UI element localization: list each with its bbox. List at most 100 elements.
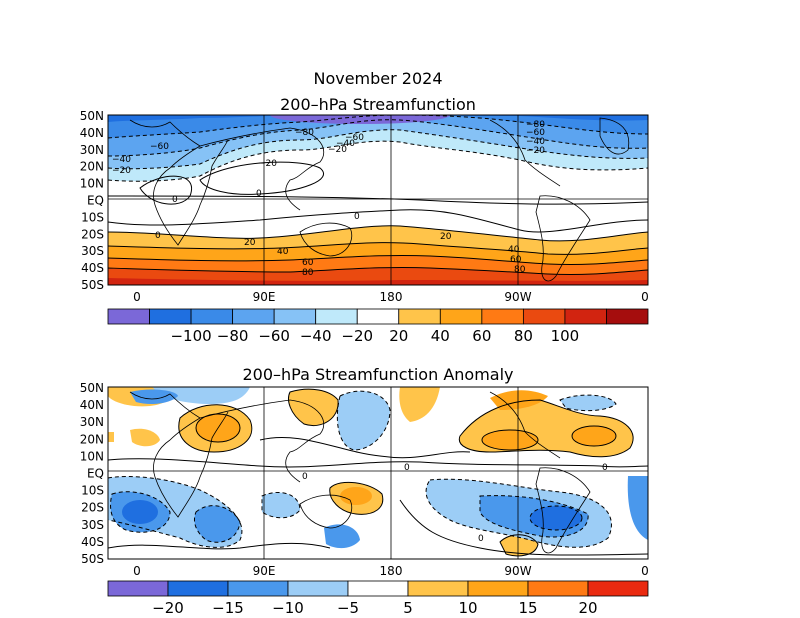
top-coast-north-america (489, 119, 561, 187)
bottom-colorbar-tick-label: −15 (212, 599, 244, 617)
top-lon-labels: 0 90E 180 90W 0 (133, 290, 649, 304)
top-contour-label: 80 (302, 268, 314, 278)
top-colorbar-labels: −100 −80 −60 −40 −20 20 40 60 80 100 (170, 327, 579, 345)
bottom-lon-label: 90W (504, 564, 531, 578)
top-contour-label: −80 (295, 128, 314, 138)
top-lat-label: 20S (81, 227, 104, 241)
top-lat-labels: 50N 40N 30N 20N 10N EQ 10S 20S 30S 40S 50S (80, 109, 104, 292)
bottom-colorbar-swatch (167, 580, 229, 597)
bottom-coast-europe-africa (129, 391, 229, 518)
bottom-colorbar-tick-label: −5 (337, 599, 359, 617)
top-lat-label: 30S (81, 244, 104, 258)
top-contour-label: −80 (526, 120, 545, 130)
anom-pos-south-pacific-core (340, 487, 372, 505)
bottom-lat-label: 20N (80, 432, 104, 446)
bottom-colorbar-tick-label: 10 (458, 599, 477, 617)
top-coast-australia (299, 222, 353, 257)
anom-pos-north-africa (130, 428, 160, 447)
top-band-neg-core (270, 115, 450, 124)
top-colorbar-swatch (398, 308, 441, 325)
bottom-colorbar-tick-label: 20 (578, 599, 597, 617)
top-contour-label: 40 (277, 247, 289, 257)
bottom-lat-label: 40S (81, 535, 104, 549)
top-colorbar-swatch (564, 308, 607, 325)
top-grid (108, 115, 648, 285)
bottom-lon-label: 0 (133, 564, 141, 578)
top-lat-label: 10N (80, 177, 104, 191)
anom-neg-south-pacific (324, 524, 360, 549)
top-panel-title: 200–hPa Streamfunction (280, 95, 476, 114)
top-band-pos100 (108, 278, 648, 285)
top-colorbar-tick-label: −40 (300, 327, 332, 345)
top-contour-label: −40 (112, 155, 131, 165)
bottom-colorbar-swatch (347, 580, 409, 597)
bottom-colorbar-tick-label: 15 (518, 599, 537, 617)
top-lon-label: 180 (380, 290, 403, 304)
top-colorbar-swatch (107, 308, 150, 325)
top-contour-label: 60 (510, 255, 522, 265)
top-fill-bands (108, 115, 648, 285)
top-lon-label: 0 (133, 290, 141, 304)
top-contour-label: −60 (526, 128, 545, 138)
bottom-colorbar-swatch (467, 580, 529, 597)
top-colorbar-tick-label: −60 (258, 327, 290, 345)
top-colorbar-swatch (149, 308, 192, 325)
figure-title: November 2024 (313, 69, 442, 88)
top-colorbar (107, 308, 649, 325)
top-lat-label: EQ (87, 194, 104, 208)
bottom-lat-label: 20S (81, 501, 104, 515)
top-lat-label: 40S (81, 261, 104, 275)
top-colorbar-tick-label: 20 (389, 327, 408, 345)
bottom-colorbar-swatch (107, 580, 169, 597)
anom-neg-west-europe (130, 389, 178, 404)
top-contour-label: 20 (440, 232, 452, 242)
anom-pos-atlantic-core (572, 426, 616, 446)
top-contour-label: 0 (155, 231, 161, 241)
bottom-coast-australia (299, 494, 353, 529)
top-contour-labels: −60 −80 −60 −40 −20 −80 −60 −40 −20 −40 … (112, 120, 545, 278)
top-contour-label: 40 (508, 245, 520, 255)
bottom-contour-labels: 0 0 0 0 (302, 463, 608, 544)
bottom-coast-north-america (489, 391, 561, 459)
anom-neg-southwest-pacific (262, 492, 300, 518)
top-lat-label: 30N (80, 143, 104, 157)
top-coastlines (129, 117, 630, 282)
top-coast-asia (199, 127, 325, 211)
top-colorbar-swatch (606, 308, 649, 325)
bottom-lat-labels: 50N 40N 30N 20N 10N EQ 10S 20S 30S 40S 50S (80, 381, 104, 566)
top-contour-label: −60 (345, 133, 364, 143)
bottom-panel-title: 200–hPa Streamfunction Anomaly (242, 365, 513, 384)
bottom-grid (108, 387, 648, 559)
bottom-contour-label: 0 (404, 463, 410, 473)
bottom-lat-label: 50S (81, 552, 104, 566)
bottom-colorbar-labels: −20 −15 −10 −5 5 10 15 20 (152, 599, 597, 617)
bottom-lat-label: 40N (80, 398, 104, 412)
top-colorbar-swatch (190, 308, 234, 325)
bottom-lon-label: 90E (253, 564, 276, 578)
top-colorbar-swatch (522, 308, 566, 325)
top-contour-label: −40 (526, 137, 545, 147)
bottom-colorbar-swatch (287, 580, 349, 597)
bottom-lat-label: EQ (87, 467, 104, 481)
anom-neg-south-atlantic-core (122, 500, 158, 524)
top-colorbar-swatch (481, 308, 524, 325)
top-colorbar-tick-label: −80 (217, 327, 249, 345)
bottom-lon-labels: 0 90E 180 90W 0 (133, 564, 649, 578)
anom-pos-south-america (500, 534, 538, 556)
bottom-contour-label: 0 (478, 534, 484, 544)
bottom-contour-label: 0 (302, 472, 308, 482)
bottom-colorbar-swatch (527, 580, 589, 597)
top-colorbar-swatch (315, 308, 358, 325)
top-lon-label: 0 (641, 290, 649, 304)
bottom-map-frame (107, 386, 649, 560)
bottom-colorbar-swatch (587, 580, 649, 597)
top-contour-label: 0 (172, 195, 178, 205)
bottom-lon-label: 180 (380, 564, 403, 578)
top-colorbar-swatch (273, 308, 317, 325)
top-colorbar-swatch (232, 308, 275, 325)
bottom-colorbar-tick-label: −10 (272, 599, 304, 617)
top-lat-label: 40N (80, 126, 104, 140)
bottom-lat-label: 50N (80, 381, 104, 395)
top-colorbar-swatch (356, 308, 400, 325)
